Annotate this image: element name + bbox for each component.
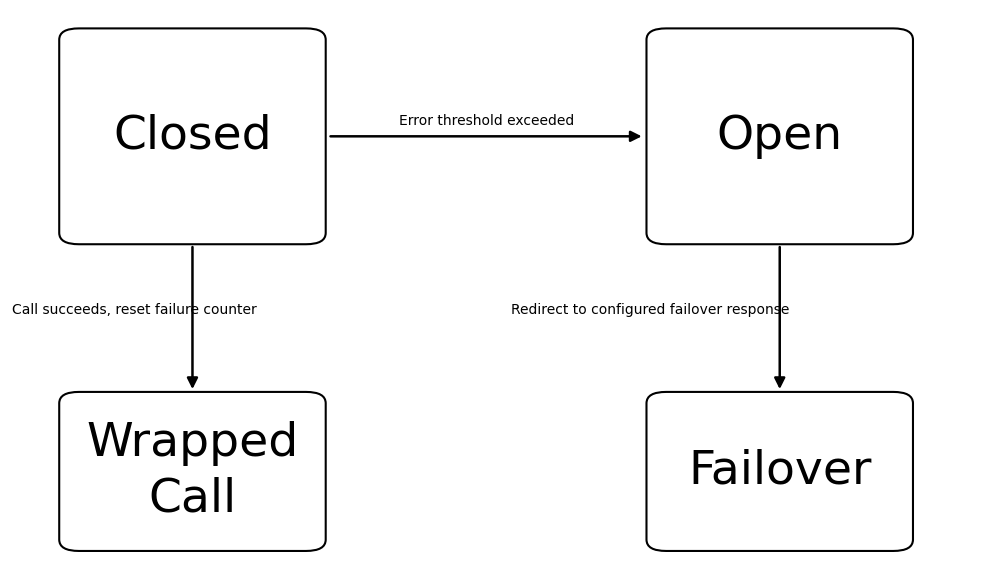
FancyBboxPatch shape [646, 392, 912, 551]
FancyBboxPatch shape [59, 28, 325, 244]
FancyBboxPatch shape [59, 392, 325, 551]
FancyBboxPatch shape [646, 28, 912, 244]
Text: Call succeeds, reset failure counter: Call succeeds, reset failure counter [12, 303, 256, 316]
Text: Failover: Failover [687, 449, 871, 494]
Text: Error threshold exceeded: Error threshold exceeded [398, 114, 574, 128]
Text: Open: Open [716, 114, 842, 159]
Text: Redirect to configured failover response: Redirect to configured failover response [511, 303, 789, 316]
Text: Wrapped
Call: Wrapped Call [86, 421, 299, 521]
Text: Closed: Closed [113, 114, 271, 159]
